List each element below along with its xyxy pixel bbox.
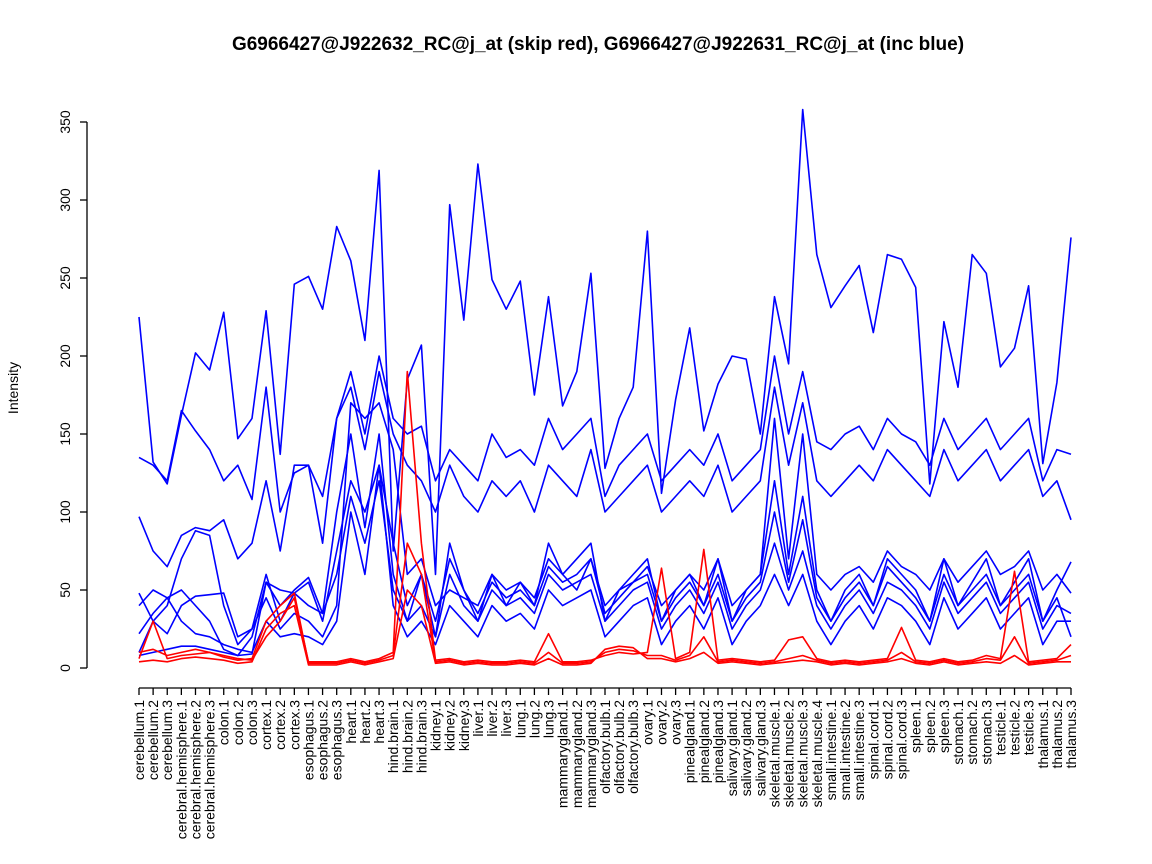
x-tick-label: lung.3 (541, 700, 557, 738)
x-tick-label: cerebral.hemisphere.3 (202, 700, 218, 840)
x-tick-label: mammarygland.1 (555, 700, 571, 808)
y-tick-label: 100 (57, 500, 73, 524)
x-tick-label: heart.3 (371, 700, 387, 744)
x-tick-label: pinealgland.1 (682, 700, 698, 784)
x-tick-label: colon.3 (244, 700, 260, 745)
x-tick-label: esophagus.2 (315, 700, 331, 780)
x-tick-label: cerebral.hemisphere.1 (173, 700, 189, 840)
x-tick-label: lung.2 (526, 700, 542, 738)
x-tick-label: spinal.cord.1 (865, 700, 881, 780)
y-axis-label: Intensity (5, 362, 21, 414)
x-tick-label: salivary.gland.1 (724, 700, 740, 796)
x-tick-label: kidney.3 (456, 700, 472, 751)
x-tick-label: olfactory.bulb.1 (597, 700, 613, 794)
x-tick-label: testicle.1 (992, 700, 1008, 755)
x-tick-label: thalamus.3 (1063, 700, 1079, 769)
x-tick-label: liver.3 (498, 700, 514, 737)
x-tick-label: salivary.gland.3 (752, 700, 768, 796)
y-axis: 0 50 100 150 200 250 300 350 (57, 110, 88, 672)
x-tick-label: spleen.1 (908, 700, 924, 753)
skip-series-line-2 (138, 542, 1072, 665)
x-tick-label: thalamus.1 (1035, 700, 1051, 769)
x-tick-label: cortex.2 (272, 700, 288, 750)
skip-series-line-3 (138, 589, 1071, 666)
x-tick-label: liver.1 (470, 700, 486, 737)
x-tick-label: kidney.2 (442, 700, 458, 751)
x-tick-label: esophagus.1 (300, 700, 316, 780)
y-tick-label: 350 (57, 110, 73, 134)
y-tick-label: 0 (57, 664, 73, 672)
x-tick-label: ovary.2 (653, 700, 669, 745)
x-tick-label: mammarygland.3 (583, 700, 599, 808)
y-tick-label: 150 (57, 422, 73, 446)
x-tick-label: spleen.2 (922, 700, 938, 753)
x-tick-label: skeletal.muscle.2 (781, 700, 797, 808)
x-tick-label: skeletal.muscle.1 (766, 700, 782, 808)
x-tick-label: ovary.3 (668, 700, 684, 745)
x-tick-label: pinealgland.2 (696, 700, 712, 784)
y-tick-label: 300 (57, 188, 73, 212)
x-tick-label: small.intestine.1 (823, 700, 839, 801)
y-tick-label: 50 (57, 582, 73, 598)
x-tick-label: hind.brain.3 (413, 700, 429, 773)
x-tick-label: salivary.gland.2 (738, 700, 754, 796)
inc-series-line-3 (138, 370, 1072, 568)
inc-series-line-7 (138, 479, 1072, 657)
y-tick-label: 250 (57, 266, 73, 290)
x-tick-label: cortex.1 (258, 700, 274, 750)
x-tick-label: kidney.1 (428, 700, 444, 751)
x-tick-label: stomach.3 (978, 700, 994, 765)
x-tick-label: spleen.3 (936, 700, 952, 753)
x-tick-label: heart.2 (357, 700, 373, 744)
x-tick-label: cerebellum.3 (159, 700, 175, 780)
x-tick-label: mammarygland.2 (569, 700, 585, 808)
x-tick-label: ovary.1 (639, 700, 655, 745)
x-tick-label: cerebellum.1 (131, 700, 147, 780)
inc-series-line-4 (138, 401, 1072, 638)
x-tick-label: small.intestine.3 (851, 700, 867, 801)
x-tick-label: cerebral.hemisphere.2 (187, 700, 203, 840)
x-tick-label: esophagus.3 (329, 700, 345, 780)
inc-series-line-8 (138, 464, 1071, 654)
x-tick-label: olfactory.bulb.2 (611, 700, 627, 794)
x-tick-label: hind.brain.1 (385, 700, 401, 773)
x-tick-label: skeletal.muscle.3 (795, 700, 811, 808)
x-tick-label: stomach.1 (950, 700, 966, 765)
inc-series-line-1 (138, 108, 1072, 576)
x-tick-label: testicle.2 (1007, 700, 1023, 755)
x-tick-label: testicle.3 (1021, 700, 1037, 755)
x-tick-label: colon.2 (230, 700, 246, 745)
x-axis: cerebellum.1cerebellum.2cerebellum.3cere… (131, 687, 1079, 840)
series-layer (138, 108, 1072, 666)
skip-series-line-1 (138, 370, 1072, 663)
x-tick-label: hind.brain.2 (399, 700, 415, 773)
x-tick-label: skeletal.muscle.4 (809, 700, 825, 808)
y-tick-label: 200 (57, 344, 73, 368)
x-tick-label: olfactory.bulb.3 (625, 700, 641, 794)
x-tick-label: spinal.cord.3 (894, 700, 910, 780)
x-tick-label: lung.1 (512, 700, 528, 738)
x-tick-label: heart.1 (343, 700, 359, 744)
chart-title: G6966427@J922632_RC@j_at (skip red), G69… (232, 34, 964, 55)
x-tick-label: colon.1 (216, 700, 232, 745)
x-tick-label: pinealgland.3 (710, 700, 726, 784)
x-tick-label: small.intestine.2 (837, 700, 853, 801)
inc-series-line-2 (138, 355, 1072, 513)
x-tick-label: thalamus.2 (1049, 700, 1065, 769)
x-tick-label: cortex.3 (286, 700, 302, 750)
x-tick-label: cerebellum.2 (145, 700, 161, 780)
x-tick-label: spinal.cord.2 (879, 700, 895, 780)
x-tick-label: stomach.2 (964, 700, 980, 765)
x-tick-label: liver.2 (484, 700, 500, 737)
